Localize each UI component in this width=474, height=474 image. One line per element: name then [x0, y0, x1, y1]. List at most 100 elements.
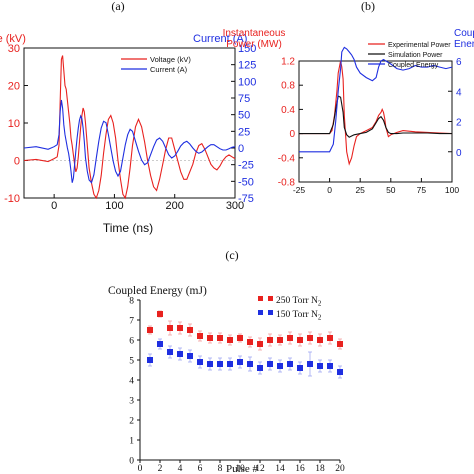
panel-b-left-tick-label: 0 [289, 129, 295, 140]
data-point-250-torr [297, 337, 303, 343]
legend-marker-150-torr-b [268, 310, 273, 315]
panel-b-x-tick-label: 25 [355, 185, 365, 195]
legend-label-150-torr: 150 Torr N2 [276, 310, 322, 322]
data-point-150-torr [337, 369, 343, 375]
legend-label-simulation-power: Simulation Power [388, 52, 443, 59]
panel-a-right-tick-label: 75 [238, 93, 250, 105]
panel-a-right-tick-label: 150 [238, 43, 256, 55]
panel-a-x-tick-label: 100 [105, 200, 123, 212]
panel-b-series-experimental-power [299, 60, 453, 166]
panel-b-right-tick-label: 2 [456, 118, 462, 129]
panel-c-y-tick-label: 8 [129, 297, 134, 307]
panel-b-x-tick-label: 50 [386, 185, 396, 195]
data-point-250-torr [277, 337, 283, 343]
panel-a-x-tick-label: 200 [166, 200, 184, 212]
panel-c-title: Coupled Energy (mJ) [108, 285, 207, 297]
data-point-150-torr [277, 363, 283, 369]
panel-b-right-tick-label: 4 [456, 87, 462, 98]
panel-b-left-tick-label: 1.2 [281, 57, 295, 68]
panel-c-y-tick-label: 6 [129, 337, 134, 347]
panel-c-x-tick-label: 2 [158, 464, 163, 474]
data-point-150-torr [247, 361, 253, 367]
panel-b-x-tick-label: 100 [445, 185, 459, 195]
data-point-250-torr [187, 327, 193, 333]
panel-b-series [299, 46, 453, 166]
panel-c-series [147, 310, 343, 379]
data-point-250-torr [307, 335, 313, 341]
panel-a-right-tick-label: 0 [238, 143, 244, 155]
panel-a-right-tick-label: -75 [238, 193, 254, 205]
panel-a-right-axis-label: Current (A) [193, 33, 247, 45]
data-point-150-torr [317, 363, 323, 369]
data-point-250-torr [197, 333, 203, 339]
panel-b-right-tick-label: 0 [456, 148, 462, 159]
legend-label-coupled-energy: Coupled Energy [388, 62, 439, 69]
panel-a-legend: Voltage (kV) Current (A) [121, 55, 191, 74]
panel-c-x-tick-label: 18 [315, 464, 325, 474]
legend-label-voltage: Voltage (kV) [150, 55, 191, 64]
data-point-150-torr [207, 361, 213, 367]
panel-a-left-tick-label: 20 [8, 81, 20, 93]
data-point-250-torr [287, 335, 293, 341]
panel-a-left-tick-label: 0 [14, 156, 20, 168]
data-point-150-torr [227, 361, 233, 367]
panel-c-x-tick-label: 20 [335, 464, 345, 474]
data-point-150-torr [177, 351, 183, 357]
data-point-250-torr [317, 337, 323, 343]
data-point-250-torr [337, 341, 343, 347]
data-point-150-torr [237, 359, 243, 365]
data-point-150-torr [217, 361, 223, 367]
data-point-250-torr [247, 339, 253, 345]
legend-marker-150-torr-a [258, 310, 263, 315]
panel-c-y-tick-label: 5 [129, 357, 134, 367]
panel-c-label: (c) [225, 248, 238, 262]
data-point-250-torr [147, 327, 153, 333]
panel-a-x-tick-label: 300 [226, 200, 244, 212]
data-point-150-torr [157, 341, 163, 347]
panel-b-series-simulation-power [299, 95, 452, 138]
legend-label-250-torr: 250 Torr N2 [276, 296, 322, 308]
panel-a-right-tick-label: 25 [238, 126, 250, 138]
panel-c-x-tick-label: 4 [178, 464, 183, 474]
data-point-250-torr [167, 325, 173, 331]
panel-b-series-coupled-energy [299, 46, 453, 153]
data-point-150-torr [257, 365, 263, 371]
data-point-150-torr [167, 349, 173, 355]
data-point-150-torr [307, 361, 313, 367]
panel-b-left-tick-label: 0.8 [281, 81, 295, 92]
panel-c-x-tick-label: 8 [218, 464, 223, 474]
panel-b-left-axis-label: Instantaneous Power (MW) [223, 28, 286, 50]
legend-label-current: Current (A) [150, 65, 188, 74]
panel-a-left-axis-label: Voltage (kV) [0, 33, 26, 45]
legend-marker-250-torr-a [258, 296, 263, 301]
data-point-250-torr [237, 335, 243, 341]
legend-label-experimental-power: Experimental Power [388, 42, 451, 49]
data-point-150-torr [147, 357, 153, 363]
panel-a-label: (a) [111, 0, 124, 13]
data-point-250-torr [267, 337, 273, 343]
panel-b-left-tick-label: -0.4 [278, 153, 296, 164]
panel-a-right-tick-label: 100 [238, 76, 256, 88]
data-point-250-torr [217, 335, 223, 341]
panel-c-x-tick-label: 0 [138, 464, 143, 474]
panel-b-x-tick-label: 75 [417, 185, 427, 195]
panel-c-y-tick-label: 2 [129, 417, 134, 427]
data-point-150-torr [267, 361, 273, 367]
panel-b-left-tick-label: 0.4 [281, 105, 295, 116]
panel-a-x-tick-label: 0 [51, 200, 57, 212]
panel-b-legend: Experimental Power Simulation Power Coup… [368, 42, 451, 69]
panel-c-x-tick-label: 12 [255, 464, 265, 474]
data-point-150-torr [187, 353, 193, 359]
panel-c-legend: 250 Torr N2 150 Torr N2 [258, 296, 322, 322]
panel-a-right-tick-label: -50 [238, 176, 254, 188]
panel-c-x-tick-label: 14 [275, 464, 285, 474]
panel-a-series-current-a [23, 99, 236, 184]
panel-a-ticks: 0 100 200 300 -10 0 10 20 30 -75 -50 -25 0 25 50 75 100 1… [4, 43, 256, 212]
panel-a-left-tick-label: -10 [4, 193, 20, 205]
panel-a-series-voltage-kv [23, 55, 236, 200]
data-point-150-torr [297, 365, 303, 371]
panel-b: -25 0 25 50 75 100 -0.8 -0.4 0 0.4 0.8 1.2 0 2 4 6 Inst… [223, 28, 474, 195]
